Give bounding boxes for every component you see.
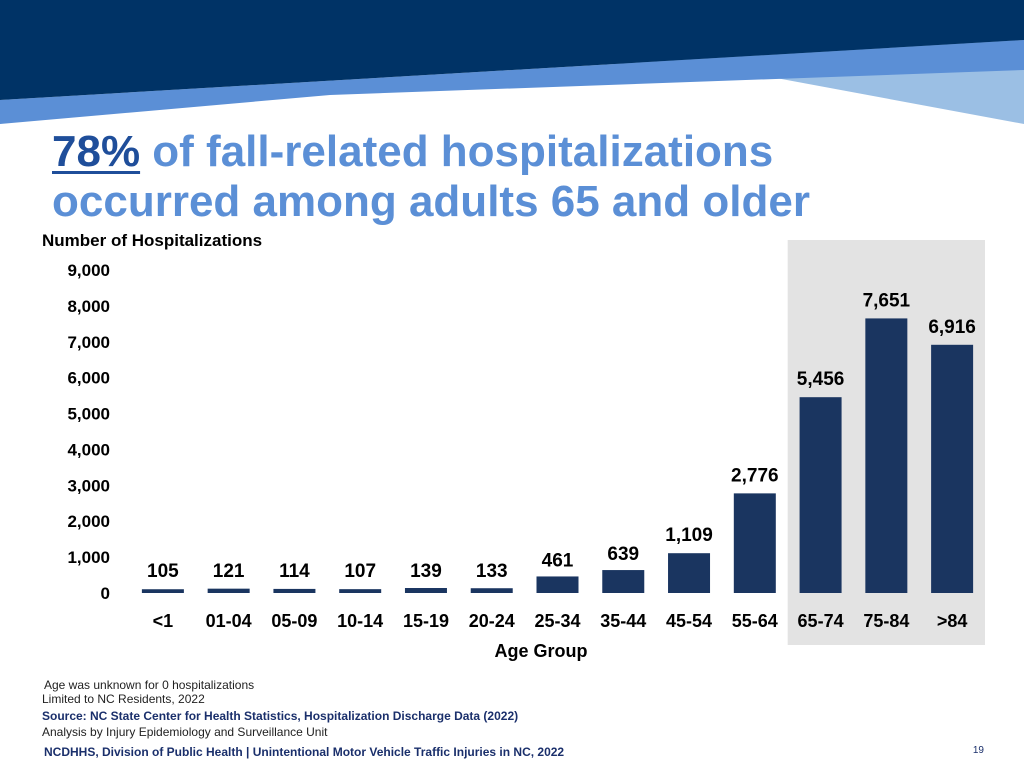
x-tick-label: 65-74 [798, 611, 844, 631]
banner-mid-stripe [0, 40, 1024, 124]
header-banner [0, 0, 1024, 124]
bar-value-label: 7,651 [863, 290, 911, 311]
y-tick-label: 5,000 [67, 405, 110, 424]
x-tick-label: 45-54 [666, 611, 712, 631]
y-tick-label: 9,000 [67, 261, 110, 280]
bar-value-label: 121 [213, 561, 245, 582]
x-tick-label: 01-04 [206, 611, 252, 631]
note-limited: Limited to NC Residents, 2022 [42, 692, 205, 706]
y-tick-label: 0 [101, 584, 110, 603]
y-tick-label: 6,000 [67, 369, 110, 388]
bar-value-label: 6,916 [928, 317, 976, 338]
bar-value-label: 1,109 [665, 525, 713, 546]
bar-value-label: 139 [410, 561, 442, 582]
bar [799, 397, 842, 593]
bar [404, 588, 447, 593]
bar-value-label: 105 [147, 561, 179, 582]
x-tick-label: 55-64 [732, 611, 778, 631]
x-axis-title: Age Group [495, 641, 588, 661]
bar [536, 576, 579, 593]
x-tick-label: 25-34 [534, 611, 580, 631]
x-tick-label: 15-19 [403, 611, 449, 631]
y-tick-label: 2,000 [67, 512, 110, 531]
bar-value-label: 133 [476, 561, 508, 582]
bar [207, 588, 250, 593]
bar-value-label: 107 [344, 561, 376, 582]
note-analysis: Analysis by Injury Epidemiology and Surv… [42, 725, 328, 739]
footer-text: NCDHHS, Division of Public Health | Unin… [44, 745, 565, 759]
bar-value-label: 5,456 [797, 369, 845, 390]
slide-title: 78% of fall-related hospitalizations occ… [52, 127, 810, 227]
y-tick-label: 4,000 [67, 440, 110, 459]
title-highlight-percent: 78% [52, 127, 141, 176]
page-number: 19 [972, 745, 984, 756]
y-axis-title: Number of Hospitalizations [42, 231, 262, 250]
bar [602, 570, 645, 593]
bar-chart: Number of Hospitalizations Age Group 0 1,… [42, 231, 985, 661]
note-source: Source: NC State Center for Health Stati… [42, 709, 519, 723]
x-tick-label: 10-14 [337, 611, 383, 631]
x-tick-label: 20-24 [469, 611, 515, 631]
y-tick-label: 8,000 [67, 297, 110, 316]
y-tick-label: 3,000 [67, 476, 110, 495]
x-tick-label: >84 [937, 611, 968, 631]
y-tick-label: 7,000 [67, 333, 110, 352]
bar-value-label: 2,776 [731, 465, 779, 486]
title-line2: occurred among adults 65 and older [52, 177, 810, 226]
x-tick-label: 35-44 [600, 611, 646, 631]
bar [339, 589, 382, 593]
bar-value-label: 461 [542, 550, 574, 571]
note-unknown-age: Age was unknown for 0 hospitalizations [44, 678, 255, 692]
x-tick-label: <1 [153, 611, 174, 631]
bar [273, 588, 316, 593]
bar-value-label: 639 [607, 544, 639, 565]
bar [733, 493, 776, 593]
banner-dark-band [0, 0, 1024, 100]
bar-value-label: 114 [279, 561, 310, 582]
x-tick-label: 05-09 [271, 611, 317, 631]
bar [141, 589, 184, 593]
x-tick-label: 75-84 [863, 611, 909, 631]
bar [668, 553, 711, 593]
bar [470, 588, 513, 593]
bar [931, 344, 974, 593]
y-tick-label: 1,000 [67, 548, 110, 567]
bar [865, 318, 908, 593]
title-line1: of fall-related hospitalizations [140, 127, 774, 176]
